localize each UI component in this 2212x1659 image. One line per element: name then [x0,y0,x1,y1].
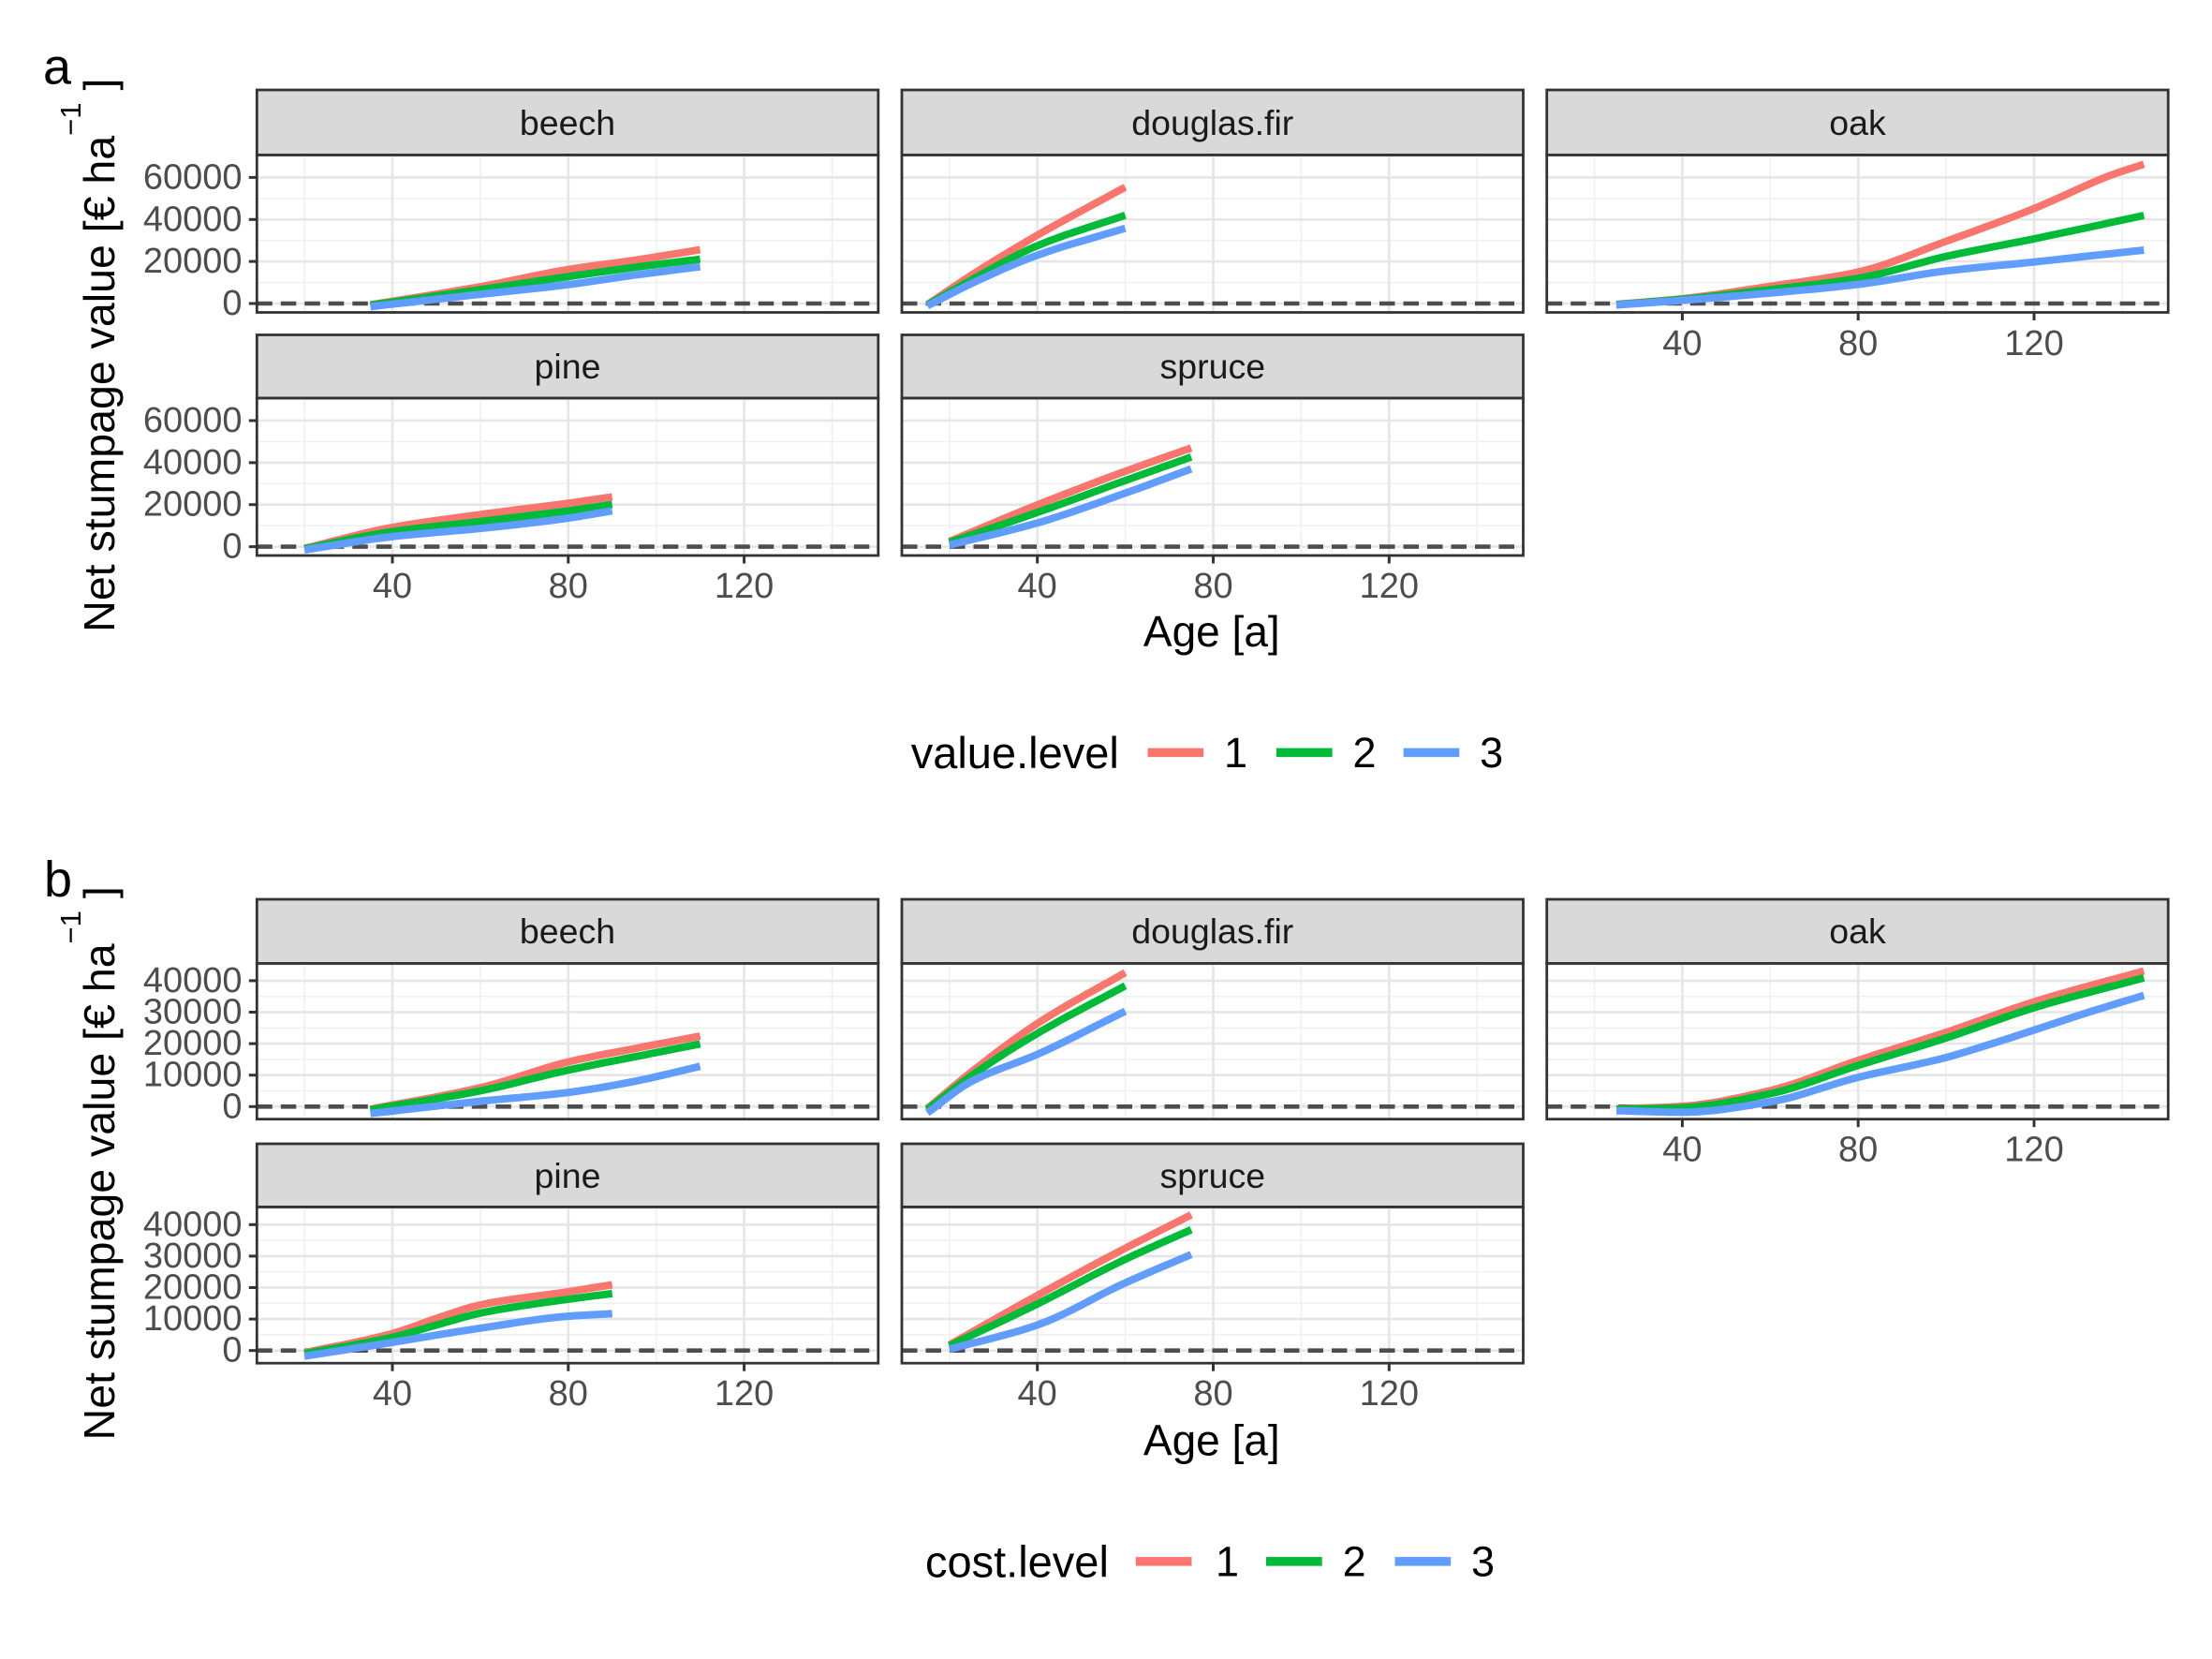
svg-text:120: 120 [1360,1374,1419,1414]
svg-text:a: a [43,39,72,96]
svg-text:80: 80 [1193,567,1232,606]
svg-text:Age [a]: Age [a] [1143,607,1280,656]
svg-text:80: 80 [549,1374,588,1414]
svg-text:40: 40 [1018,567,1057,606]
svg-text:30000: 30000 [143,1237,243,1276]
svg-text:80: 80 [1193,1374,1232,1414]
svg-text:3: 3 [1471,1537,1495,1585]
svg-text:Age [a]: Age [a] [1143,1416,1280,1465]
svg-text:40: 40 [1662,1131,1702,1170]
svg-text:120: 120 [715,567,774,606]
svg-text:40000: 40000 [143,961,243,1000]
svg-text:80: 80 [1838,324,1878,363]
svg-text:40000: 40000 [143,443,243,482]
svg-text:0: 0 [222,284,242,323]
svg-text:40: 40 [1018,1374,1057,1414]
svg-text:douglas.fir: douglas.fir [1131,103,1293,142]
svg-text:douglas.fir: douglas.fir [1131,911,1293,951]
svg-text:120: 120 [1360,567,1419,606]
svg-text:30000: 30000 [143,993,243,1032]
svg-text:spruce: spruce [1160,1156,1266,1195]
svg-text:80: 80 [549,567,588,606]
svg-text:20000: 20000 [143,485,243,525]
svg-text:0: 0 [222,1331,242,1370]
svg-text:40000: 40000 [143,1205,243,1244]
svg-text:3: 3 [1480,729,1503,777]
svg-text:120: 120 [715,1374,774,1414]
svg-text:1: 1 [1224,729,1247,777]
svg-text:10000: 10000 [143,1299,243,1339]
svg-text:b: b [44,852,72,908]
svg-text:pine: pine [535,1156,601,1195]
svg-text:2: 2 [1343,1537,1366,1585]
svg-text:oak: oak [1829,103,1886,142]
svg-text:60000: 60000 [143,401,243,440]
svg-text:oak: oak [1829,911,1886,951]
svg-text:cost.level: cost.level [925,1536,1109,1586]
svg-text:120: 120 [2004,324,2063,363]
svg-text:120: 120 [2004,1131,2063,1170]
svg-text:beech: beech [520,103,615,142]
svg-text:10000: 10000 [143,1056,243,1095]
svg-text:value.level: value.level [911,728,1119,778]
svg-text:40000: 40000 [143,200,243,239]
svg-text:0: 0 [222,1087,242,1126]
svg-text:40: 40 [373,567,412,606]
svg-text:0: 0 [222,527,242,567]
svg-text:60000: 60000 [143,157,243,197]
svg-text:40: 40 [373,1374,412,1414]
svg-text:20000: 20000 [143,1268,243,1308]
svg-text:beech: beech [520,911,615,951]
svg-text:spruce: spruce [1160,347,1266,386]
svg-text:80: 80 [1838,1131,1878,1170]
svg-text:2: 2 [1352,729,1376,777]
svg-text:40: 40 [1662,324,1702,363]
svg-text:20000: 20000 [143,1024,243,1063]
svg-text:1: 1 [1216,1537,1239,1585]
svg-text:20000: 20000 [143,242,243,281]
svg-text:pine: pine [535,347,601,386]
